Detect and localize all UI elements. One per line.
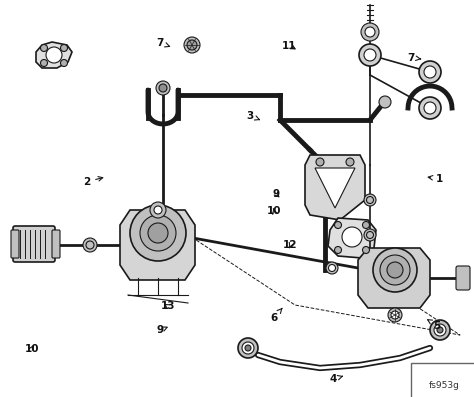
Circle shape [365, 27, 375, 37]
Circle shape [335, 222, 341, 229]
Circle shape [242, 342, 254, 354]
Text: 10: 10 [25, 343, 39, 354]
Circle shape [364, 49, 376, 61]
Circle shape [373, 248, 417, 292]
Circle shape [238, 338, 258, 358]
Circle shape [363, 222, 370, 229]
Circle shape [364, 194, 376, 206]
Circle shape [361, 23, 379, 41]
FancyBboxPatch shape [52, 230, 60, 258]
Circle shape [342, 227, 362, 247]
Circle shape [430, 320, 450, 340]
Circle shape [364, 229, 376, 241]
Circle shape [346, 158, 354, 166]
Circle shape [61, 60, 67, 67]
Circle shape [150, 202, 166, 218]
Circle shape [359, 44, 381, 66]
Circle shape [83, 238, 97, 252]
Polygon shape [328, 218, 376, 258]
Circle shape [40, 44, 47, 52]
Circle shape [424, 66, 436, 78]
Circle shape [156, 81, 170, 95]
Text: fs953g: fs953g [429, 381, 460, 390]
Circle shape [437, 327, 443, 333]
Circle shape [380, 255, 410, 285]
Circle shape [130, 205, 186, 261]
Text: 4: 4 [329, 374, 343, 384]
Circle shape [140, 215, 176, 251]
Polygon shape [358, 248, 430, 308]
Circle shape [61, 44, 67, 52]
FancyBboxPatch shape [13, 226, 55, 262]
Circle shape [187, 40, 197, 50]
Circle shape [419, 97, 441, 119]
Polygon shape [120, 210, 195, 280]
Polygon shape [315, 168, 355, 208]
Circle shape [316, 158, 324, 166]
FancyBboxPatch shape [11, 230, 19, 258]
Text: 7: 7 [156, 38, 170, 48]
Text: 9: 9 [273, 189, 280, 199]
Circle shape [387, 262, 403, 278]
Circle shape [245, 345, 251, 351]
Circle shape [184, 37, 200, 53]
Circle shape [159, 84, 167, 92]
Circle shape [335, 247, 341, 254]
Circle shape [40, 60, 47, 67]
Circle shape [388, 308, 402, 322]
Circle shape [424, 102, 436, 114]
Text: 12: 12 [283, 240, 298, 251]
Text: 5: 5 [428, 320, 441, 331]
Circle shape [46, 47, 62, 63]
Text: 13: 13 [161, 301, 175, 312]
Circle shape [379, 96, 391, 108]
Circle shape [391, 311, 399, 319]
Polygon shape [36, 42, 72, 68]
Text: 7: 7 [408, 52, 421, 63]
Text: 3: 3 [246, 111, 259, 121]
Circle shape [363, 247, 370, 254]
Circle shape [434, 324, 446, 336]
Circle shape [154, 206, 162, 214]
Text: 1: 1 [428, 173, 443, 184]
Circle shape [328, 264, 336, 272]
Text: 9: 9 [156, 325, 167, 335]
Polygon shape [305, 155, 365, 220]
Text: 2: 2 [83, 177, 103, 187]
Circle shape [419, 61, 441, 83]
Circle shape [326, 262, 338, 274]
FancyBboxPatch shape [456, 266, 470, 290]
Text: 11: 11 [282, 40, 297, 51]
Circle shape [148, 223, 168, 243]
Text: 6: 6 [270, 308, 282, 323]
Text: 10: 10 [267, 206, 282, 216]
